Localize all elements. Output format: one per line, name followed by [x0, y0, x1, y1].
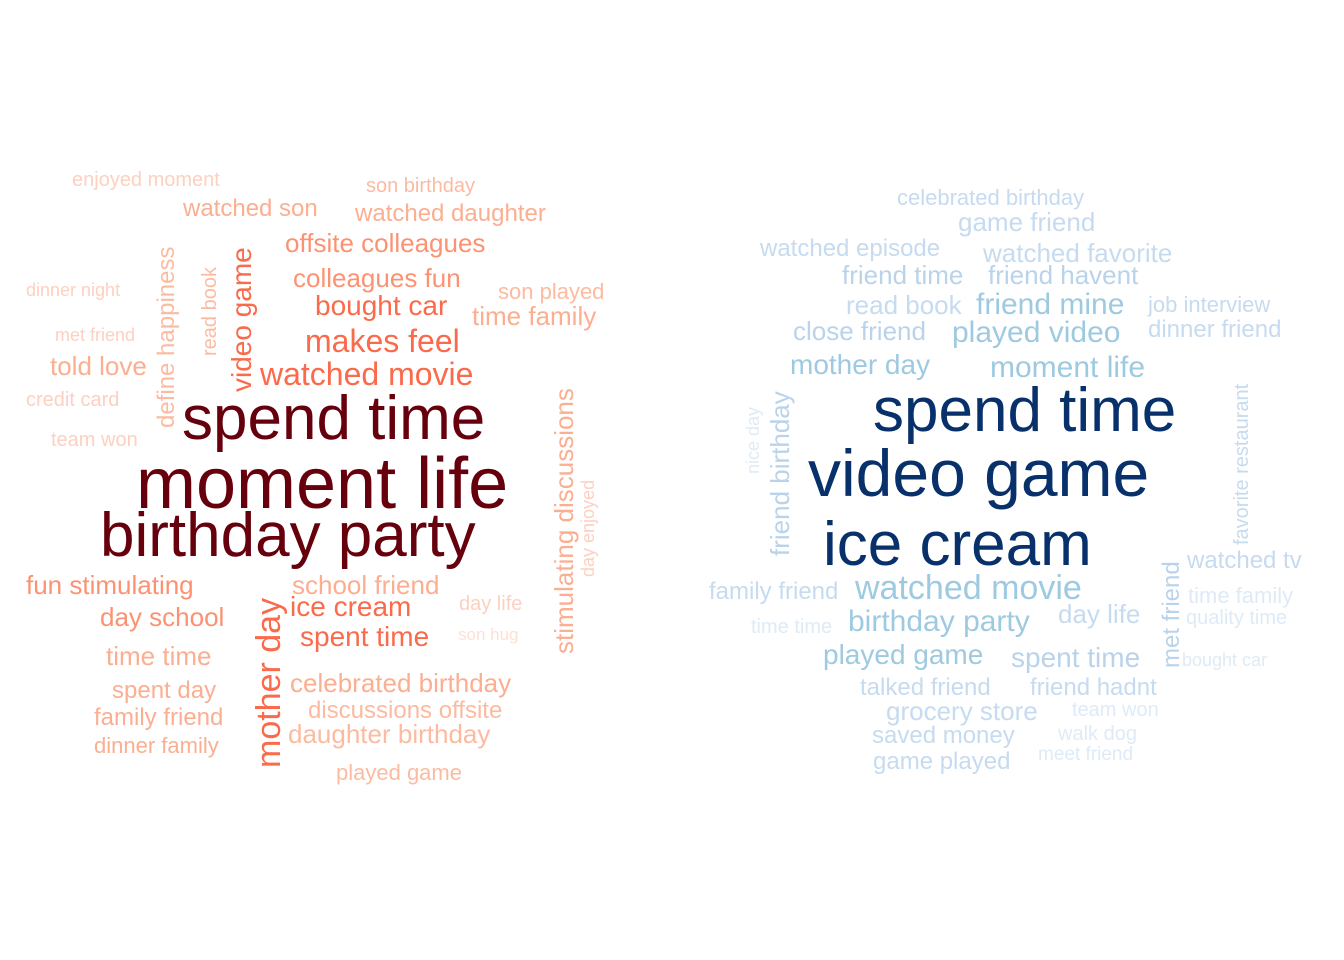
word-friend-time: friend time — [842, 260, 964, 290]
word-day-school: day school — [100, 602, 225, 632]
word-close-friend: close friend — [793, 316, 926, 346]
word-spent-time: spent time — [300, 621, 430, 652]
word-watched-episode: watched episode — [760, 235, 941, 262]
word-son-birthday: son birthday — [366, 175, 475, 197]
word-watched-daughter: watched daughter — [355, 200, 546, 227]
word-watched-movie: watched movie — [855, 569, 1082, 607]
word-birthday-party: birthday party — [848, 605, 1030, 638]
word-day-life: day life — [1058, 599, 1141, 629]
word-time-time: time time — [751, 616, 833, 638]
word-video-game: video game — [808, 436, 1150, 510]
word-game-friend: game friend — [958, 207, 1096, 237]
word-makes-feel: makes feel — [305, 323, 460, 359]
word-spend-time: spend time — [182, 384, 486, 453]
word-friend-birthday: friend birthday — [765, 391, 795, 556]
word-offsite-colleagues: offsite colleagues — [285, 228, 486, 258]
word-quality-time: quality time — [1186, 607, 1288, 629]
word-spend-time: spend time — [873, 376, 1177, 445]
word-bought-car: bought car — [315, 290, 448, 321]
word-read-book: read book — [846, 290, 962, 320]
word-team-won: team won — [1072, 699, 1159, 721]
word-son-played: son played — [498, 279, 605, 304]
word-dinner-friend: dinner friend — [1148, 316, 1282, 343]
word-spent-time: spent time — [1011, 642, 1141, 673]
word-spent-day: spent day — [112, 677, 217, 704]
word-met-friend: met friend — [55, 325, 136, 345]
word-met-friend: met friend — [1158, 561, 1185, 668]
word-grocery-store: grocery store — [886, 696, 1038, 726]
word-played-game: played game — [823, 639, 984, 670]
word-played-video: played video — [952, 316, 1121, 349]
word-talked-friend: talked friend — [860, 674, 991, 701]
word-meet-friend: meet friend — [1038, 744, 1134, 765]
word-colleagues-fun: colleagues fun — [293, 263, 461, 293]
word-watched-tv: watched tv — [1187, 547, 1302, 574]
word-daughter-birthday: daughter birthday — [288, 719, 491, 749]
word-watched-son: watched son — [183, 195, 318, 222]
word-friend-mine: friend mine — [976, 288, 1125, 321]
word-time-family: time family — [472, 301, 597, 331]
word-celebrated-birthday: celebrated birthday — [897, 185, 1085, 210]
word-fun-stimulating: fun stimulating — [26, 570, 194, 600]
word-school-friend: school friend — [292, 570, 440, 600]
word-bought-car: bought car — [1182, 650, 1268, 670]
word-moment-life: moment life — [990, 351, 1146, 384]
word-job-interview: job interview — [1148, 292, 1271, 317]
word-dinner-night: dinner night — [26, 280, 121, 300]
word-watched-movie: watched movie — [260, 356, 474, 392]
word-told-love: told love — [50, 351, 147, 381]
word-enjoyed-moment: enjoyed moment — [72, 169, 220, 191]
word-son-hug: son hug — [458, 625, 519, 644]
word-discussions-offsite: discussions offsite — [308, 697, 503, 724]
word-game-played: game played — [873, 748, 1011, 775]
word-moment-life: moment life — [136, 444, 509, 524]
word-favorite-restaurant: favorite restaurant — [1231, 383, 1253, 545]
word-saved-money: saved money — [872, 722, 1015, 749]
word-ice-cream: ice cream — [823, 510, 1092, 579]
word-celebrated-birthday: celebrated birthday — [290, 668, 512, 698]
word-team-won: team won — [51, 429, 138, 451]
word-played-game: played game — [336, 760, 462, 785]
word-ice-cream: ice cream — [290, 591, 412, 622]
word-family-friend: family friend — [709, 578, 839, 605]
word-day-life: day life — [459, 593, 523, 615]
word-walk-dog: walk dog — [1058, 723, 1137, 745]
word-time-family: time family — [1188, 583, 1294, 608]
word-family-friend: family friend — [94, 704, 224, 731]
word-friend-hadnt: friend hadnt — [1030, 674, 1157, 701]
word-friend-havent: friend havent — [988, 260, 1139, 290]
word-nice-day: nice day — [743, 406, 763, 474]
word-credit-card: credit card — [26, 389, 120, 411]
word-watched-favorite: watched favorite — [983, 238, 1173, 268]
word-mother-day: mother day — [790, 349, 931, 380]
word-dinner-family: dinner family — [94, 733, 219, 758]
word-time-time: time time — [106, 641, 212, 671]
word-birthday-party: birthday party — [100, 501, 476, 570]
